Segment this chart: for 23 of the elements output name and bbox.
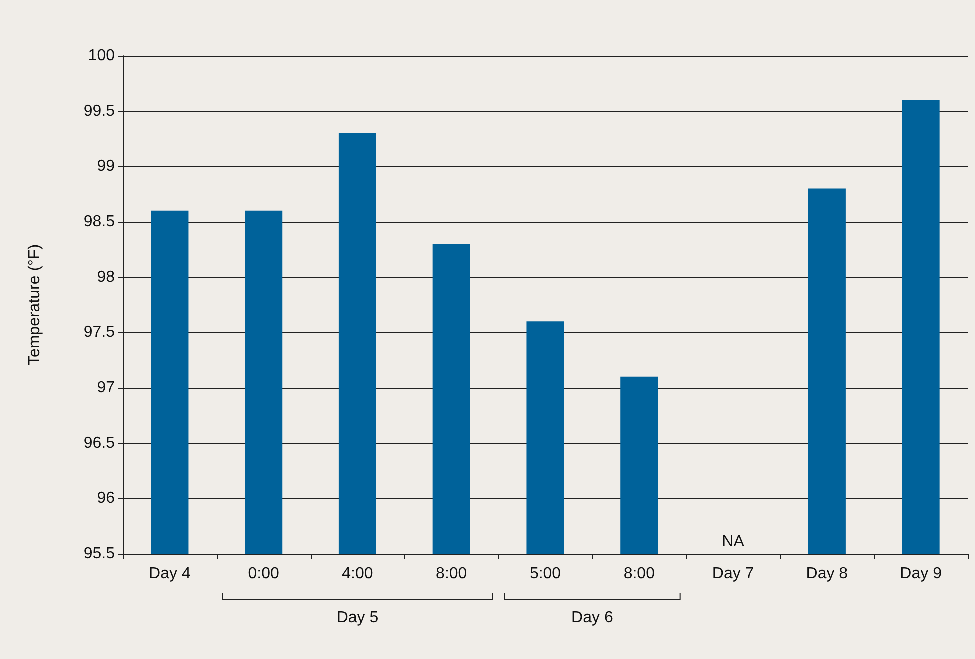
x-tick-label: Day 8 [806, 566, 848, 582]
y-axis-title: Temperature (°F) [26, 244, 44, 366]
x-tick-label: 8:00 [436, 566, 468, 582]
y-tick-label: 96.5 [84, 434, 116, 452]
x-tick-label: Day 7 [712, 566, 754, 582]
y-tick-label: 95.5 [84, 546, 116, 562]
y-tick-label: 98.5 [84, 214, 116, 230]
y-tick-label: 98 [97, 268, 116, 286]
text: Day 5 [336, 610, 379, 626]
x-tick-label: Day 9 [900, 566, 942, 582]
text: Day 6 [572, 610, 614, 626]
x-tick-label: 4:00 [342, 566, 374, 582]
y-tick-label: 97 [97, 380, 116, 396]
y-tick-label: 99.5 [84, 102, 116, 120]
y-tick-label: 96 [97, 490, 116, 508]
x-tick-label: Day 4 [149, 566, 191, 582]
y-tick-label: 99 [97, 158, 116, 176]
y-tick-label: 97.5 [84, 324, 116, 342]
x-tick-label: 0:00 [248, 566, 280, 582]
annotation: NA [722, 534, 745, 550]
x-tick-label: 8:00 [624, 566, 656, 582]
y-tick-label: 100 [88, 48, 116, 64]
x-tick-label: 5:00 [530, 566, 562, 582]
